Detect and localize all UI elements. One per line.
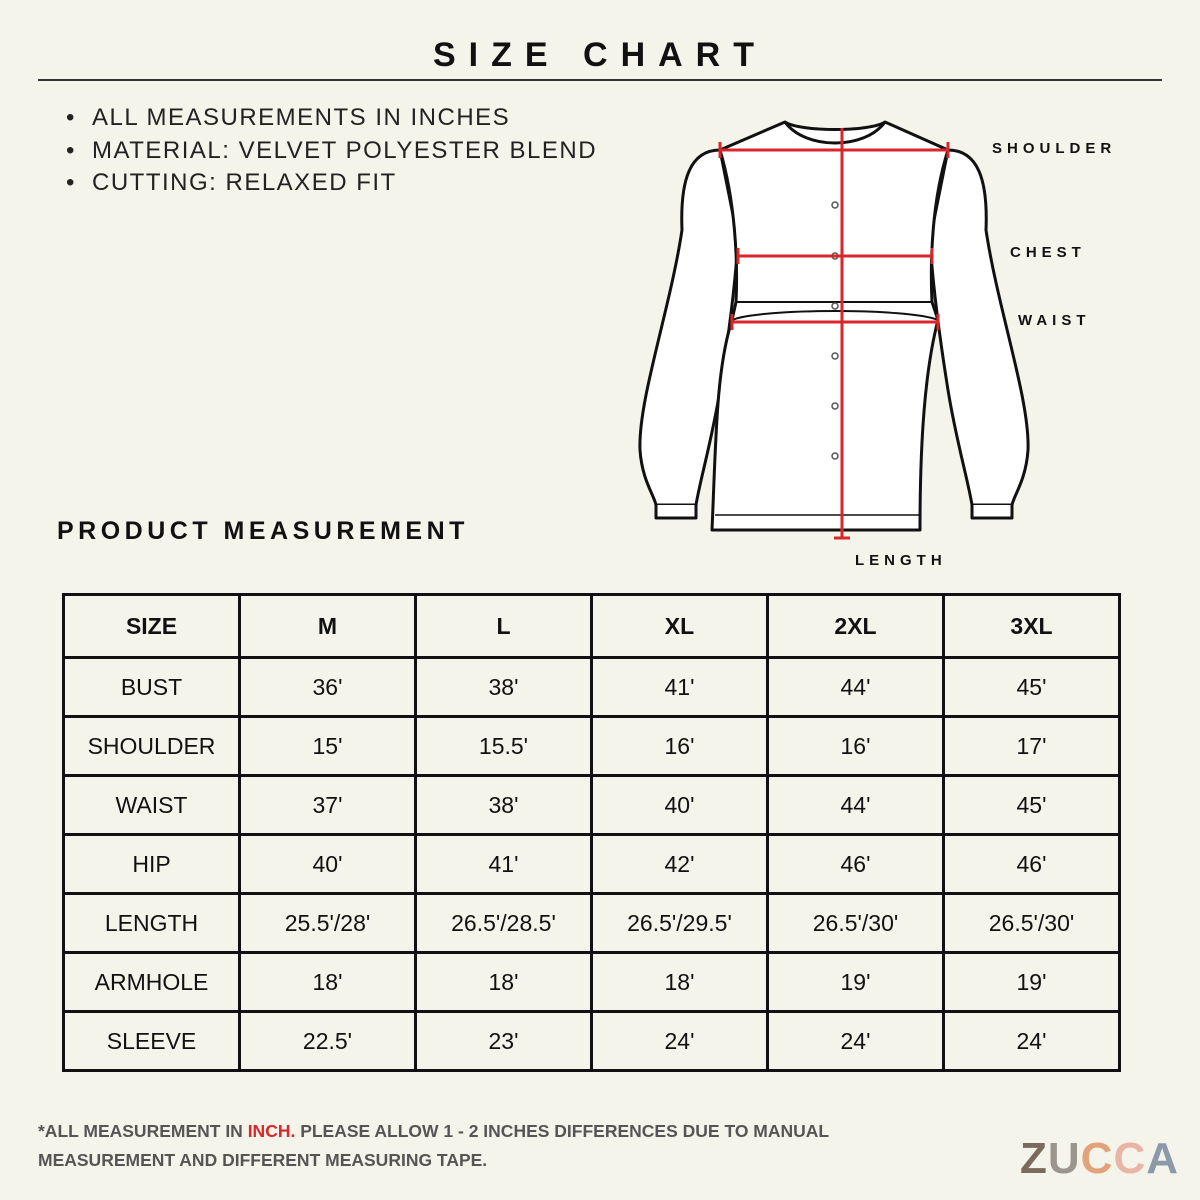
diagram-label: SHOULDER: [992, 140, 1117, 157]
table-cell: 38': [414, 774, 593, 836]
table-cell: 41': [414, 833, 593, 895]
table-cell: 19': [942, 951, 1121, 1013]
table-row: ARMHOLE 18' 18' 18' 19' 19': [62, 951, 1121, 1013]
diagram-label: CHEST: [1010, 244, 1086, 261]
footnote: *ALL MEASUREMENT IN INCH. PLEASE ALLOW 1…: [38, 1117, 858, 1175]
table-cell: 24': [942, 1010, 1121, 1072]
table-cell: 25.5'/28': [238, 892, 417, 954]
table-cell: 18': [238, 951, 417, 1013]
footnote-highlight: INCH.: [247, 1121, 296, 1141]
table-cell: 17': [942, 715, 1121, 777]
brand-letter: U: [1047, 1134, 1081, 1183]
footnote-text: *ALL MEASUREMENT IN: [38, 1121, 248, 1141]
table-row: HIP 40' 41' 42' 46' 46': [62, 833, 1121, 895]
brand-logo: ZUCCA: [1020, 1134, 1179, 1184]
table-row: WAIST 37' 38' 40' 44' 45': [62, 774, 1121, 836]
table-cell: WAIST: [62, 774, 241, 836]
header-cell: SIZE: [62, 593, 241, 659]
table-cell: 46': [766, 833, 945, 895]
table-cell: ARMHOLE: [62, 951, 241, 1013]
brand-letter: A: [1146, 1134, 1180, 1183]
table-row: SHOULDER 15' 15.5' 16' 16' 17': [62, 715, 1121, 777]
table-cell: 45': [942, 774, 1121, 836]
table-cell: 40': [238, 833, 417, 895]
table-cell: 26.5'/28.5': [414, 892, 593, 954]
header-cell: L: [414, 593, 593, 659]
diagram-label: WAIST: [1018, 312, 1091, 329]
header-cell: M: [238, 593, 417, 659]
table-cell: 38': [414, 656, 593, 718]
table-cell: 46': [942, 833, 1121, 895]
garment-diagram: [638, 120, 1030, 540]
table-cell: SHOULDER: [62, 715, 241, 777]
note: MATERIAL: VELVET POLYESTER BLEND: [66, 137, 597, 165]
table-cell: 41': [590, 656, 769, 718]
table-cell: 24': [590, 1010, 769, 1072]
table-cell: 26.5'/30': [766, 892, 945, 954]
table-cell: 15.5': [414, 715, 593, 777]
table-cell: 23': [414, 1010, 593, 1072]
table-cell: 44': [766, 656, 945, 718]
size-table: SIZE M L XL 2XL 3XL BUST 36' 38' 41' 44' 45' SHOULDE…: [62, 593, 1121, 1072]
table-cell: 15': [238, 715, 417, 777]
table-cell: 45': [942, 656, 1121, 718]
table-cell: 26.5'/30': [942, 892, 1121, 954]
brand-letter: C: [1080, 1134, 1114, 1183]
table-cell: 40': [590, 774, 769, 836]
note: CUTTING: RELAXED FIT: [66, 169, 397, 197]
diagram-label: LENGTH: [855, 552, 947, 569]
table-cell: HIP: [62, 833, 241, 895]
table-cell: 22.5': [238, 1010, 417, 1072]
table-cell: 24': [766, 1010, 945, 1072]
header-cell: 2XL: [766, 593, 945, 659]
header-row: SIZE M L XL 2XL 3XL: [62, 593, 1121, 659]
table-cell: 18': [590, 951, 769, 1013]
note: ALL MEASUREMENTS IN INCHES: [66, 104, 510, 132]
table-cell: 16': [766, 715, 945, 777]
table-cell: 18': [414, 951, 593, 1013]
table-cell: 42': [590, 833, 769, 895]
brand-letter: Z: [1020, 1134, 1048, 1183]
table-cell: SLEEVE: [62, 1010, 241, 1072]
title: SIZE CHART: [433, 36, 767, 74]
footnote-text: PLEASE ALLOW 1 - 2 INCHES DIFFERENCES DU…: [38, 1121, 834, 1170]
section-title: PRODUCT MEASUREMENT: [57, 517, 469, 545]
table-cell: 36': [238, 656, 417, 718]
table-row: BUST 36' 38' 41' 44' 45': [62, 656, 1121, 718]
table-cell: LENGTH: [62, 892, 241, 954]
table-row: LENGTH 25.5'/28' 26.5'/28.5' 26.5'/29.5' 26.…: [62, 892, 1121, 954]
header-cell: XL: [590, 593, 769, 659]
brand-letter: C: [1113, 1134, 1147, 1183]
table-cell: 26.5'/29.5': [590, 892, 769, 954]
table-row: SLEEVE 22.5' 23' 24' 24' 24': [62, 1010, 1121, 1072]
table-cell: 37': [238, 774, 417, 836]
table-cell: 19': [766, 951, 945, 1013]
table-cell: 44': [766, 774, 945, 836]
divider: [38, 79, 1162, 81]
table-cell: BUST: [62, 656, 241, 718]
table-cell: 16': [590, 715, 769, 777]
header-cell: 3XL: [942, 593, 1121, 659]
